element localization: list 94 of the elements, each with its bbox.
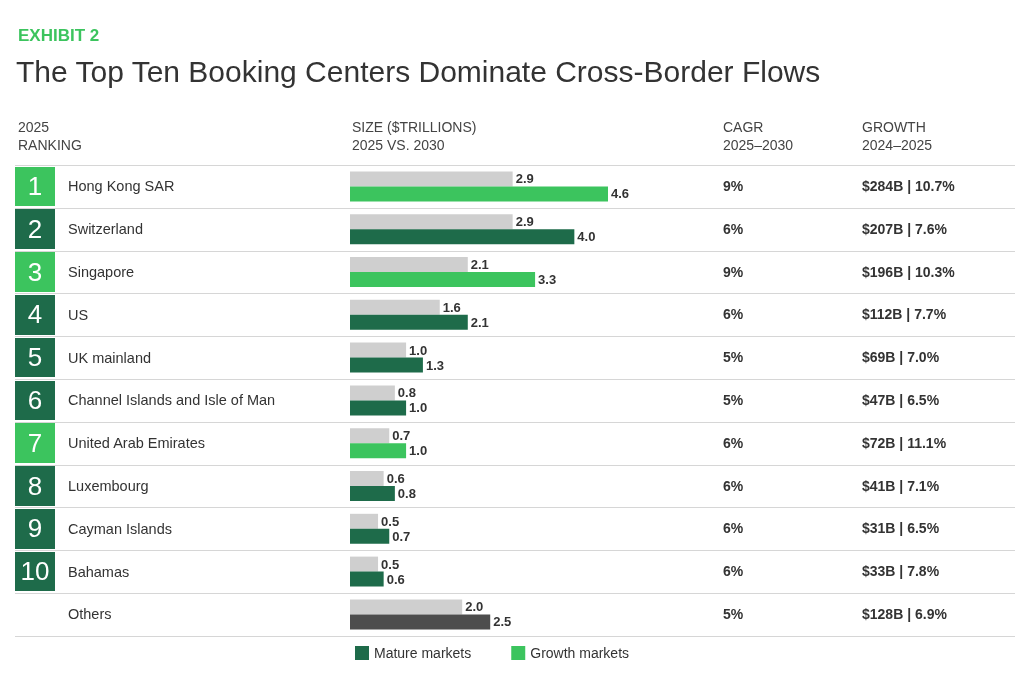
y-tick-label: Others	[68, 606, 112, 623]
bar	[350, 471, 384, 486]
bar	[350, 186, 608, 202]
data-label: 0.5	[381, 513, 400, 529]
bar	[350, 299, 440, 315]
text: 4	[26, 299, 44, 331]
data-label: 4.6	[611, 186, 630, 202]
legend-label: Growth markets	[530, 645, 630, 661]
y-tick-label: Switzerland	[68, 221, 143, 238]
text: 6%	[723, 520, 744, 537]
text: 6%	[723, 563, 744, 580]
text: $284B | 10.7%	[862, 178, 955, 194]
data-label: 0.5	[381, 556, 400, 572]
bar	[350, 257, 468, 272]
bar	[350, 556, 379, 572]
data-label: 0.6	[386, 571, 405, 587]
text: $69B | 7.0%	[862, 349, 940, 366]
bar	[350, 486, 395, 501]
text: 5%	[723, 392, 744, 408]
data-label: 0.8	[397, 486, 416, 501]
text: 8	[26, 470, 44, 502]
legend-label: Mature markets	[374, 645, 472, 661]
bar	[350, 528, 390, 544]
bar	[350, 171, 513, 187]
data-label: 0.7	[392, 428, 411, 444]
y-tick-label: Cayman Islands	[68, 520, 172, 537]
data-label: 3.3	[538, 272, 557, 287]
y-tick-label: UK mainland	[68, 349, 152, 366]
text: $196B | 10.3%	[862, 263, 955, 280]
y-tick-label: Bahamas	[68, 563, 130, 580]
text: 9%	[723, 178, 744, 194]
text: $207B | 7.6%	[862, 220, 947, 237]
text: 6	[26, 385, 44, 416]
data-label: 0.6	[386, 471, 405, 486]
y-tick-label: United Arab Emirates	[68, 435, 206, 452]
bar	[350, 513, 379, 529]
text: GROWTH 2024–2025	[862, 118, 934, 154]
data-label: 1.0	[409, 342, 428, 358]
text: $47B | 6.5%	[862, 392, 940, 408]
text: 5	[26, 342, 44, 374]
text: 2	[26, 213, 44, 245]
bar	[350, 428, 390, 444]
data-label: 1.3	[425, 357, 444, 373]
bar	[350, 571, 384, 587]
bar	[350, 229, 575, 245]
y-tick-label: Hong Kong SAR	[68, 178, 175, 195]
text: 6%	[723, 306, 744, 323]
text: 7	[26, 427, 44, 459]
text: 6%	[723, 220, 744, 237]
data-label: 0.8	[397, 385, 416, 401]
text: $128B | 6.9%	[862, 606, 947, 622]
text: $33B | 7.8%	[862, 563, 940, 580]
text: 5%	[723, 606, 744, 622]
data-label: 2.1	[470, 257, 489, 272]
data-label: 1.0	[409, 443, 428, 459]
text: 3	[26, 256, 44, 288]
text: $41B | 7.1%	[862, 477, 940, 494]
text: $112B | 7.7%	[862, 306, 947, 323]
text: 2025 RANKING	[18, 118, 83, 154]
text: 5%	[723, 349, 744, 366]
bar	[350, 443, 407, 459]
data-label: 2.9	[515, 171, 534, 187]
data-label: 4.0	[577, 229, 596, 245]
bar	[350, 357, 423, 373]
bar	[350, 342, 407, 358]
bar	[350, 385, 395, 401]
data-label: 1.6	[442, 299, 461, 315]
text: 6%	[723, 434, 744, 451]
text: $31B | 6.5%	[862, 520, 940, 537]
y-tick-label: US	[68, 306, 89, 323]
text: 9	[26, 513, 44, 545]
data-label: 2.0	[465, 599, 484, 615]
bar	[350, 614, 491, 630]
bar	[350, 272, 536, 287]
data-label: 2.9	[515, 214, 534, 230]
bar	[350, 214, 513, 230]
data-label: 1.0	[409, 400, 428, 416]
text: 6%	[723, 477, 744, 494]
y-tick-label: Singapore	[68, 264, 135, 280]
bar	[350, 314, 468, 330]
bar	[350, 599, 463, 615]
text: 1	[26, 171, 44, 202]
text: CAGR 2025–2030	[723, 118, 795, 154]
bar	[350, 400, 407, 416]
text: SIZE ($TRILLIONS) 2025 VS. 2030	[352, 118, 478, 154]
data-label: 2.1	[470, 314, 489, 330]
text: EXHIBIT 2	[18, 26, 100, 46]
text: $72B | 11.1%	[862, 434, 947, 451]
y-tick-label: Luxembourg	[68, 478, 149, 494]
text: 9%	[723, 263, 744, 280]
data-label: 0.7	[392, 528, 411, 544]
data-label: 2.5	[493, 614, 512, 630]
chart-title: The Top Ten Booking Centers Dominate Cross-Border Flows	[16, 55, 821, 89]
y-tick-label: Channel Islands and Isle of Man	[68, 392, 276, 409]
